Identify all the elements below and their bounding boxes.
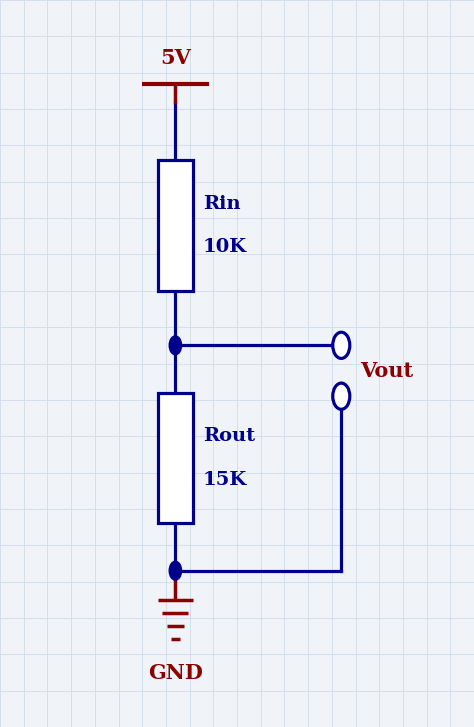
Text: 15K: 15K [202,471,247,489]
Circle shape [169,336,182,355]
Bar [157,393,193,523]
Circle shape [169,561,182,580]
Text: Rout: Rout [202,427,255,445]
Text: Vout: Vout [360,361,413,381]
Text: 5V: 5V [160,47,191,68]
Text: Rin: Rin [202,195,240,212]
Text: 10K: 10K [202,238,247,256]
Bar [157,160,193,291]
Circle shape [333,383,350,409]
Circle shape [333,332,350,358]
Text: GND: GND [148,663,203,683]
